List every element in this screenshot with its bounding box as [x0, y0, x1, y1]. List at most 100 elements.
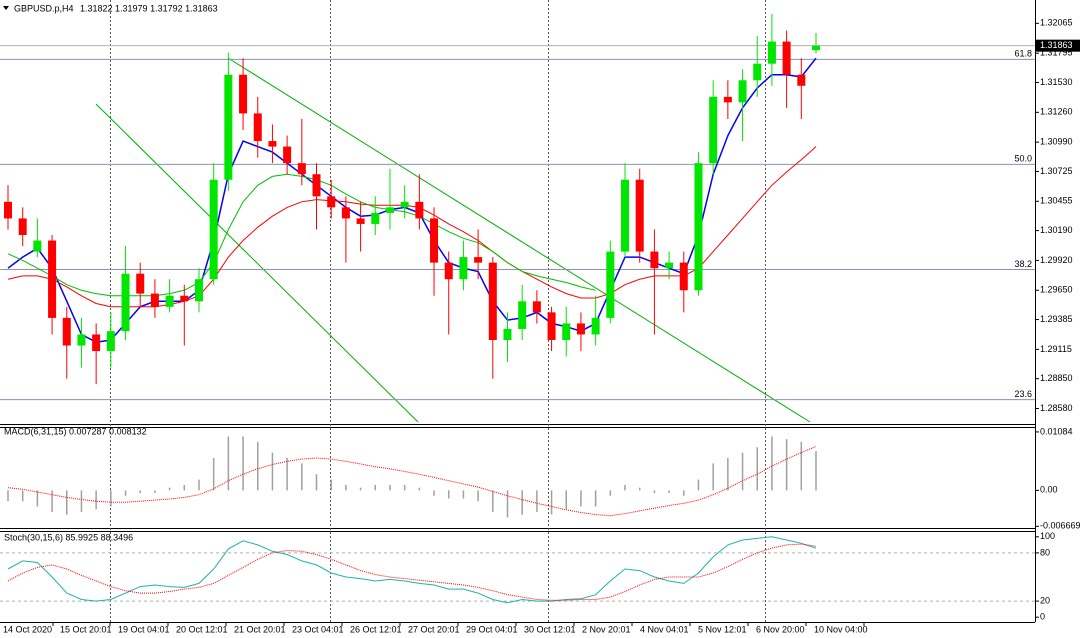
- panel-borders: [0, 0, 1036, 623]
- candle-body: [635, 179, 644, 252]
- candle-body: [606, 251, 615, 318]
- candle-body: [371, 212, 380, 224]
- candle-body: [444, 262, 453, 280]
- candle-body: [33, 240, 42, 252]
- trendline: [227, 57, 811, 423]
- fib-label: 23.6: [1014, 389, 1032, 399]
- candle-body: [532, 301, 541, 313]
- time-label: 14 Oct 2020: [3, 624, 52, 634]
- time-label: 20 Oct 12:01: [176, 624, 228, 634]
- candle-body: [136, 273, 145, 294]
- fib-label: 50.0: [1014, 154, 1032, 164]
- candle-body: [92, 334, 101, 352]
- current-price-label: 1.31863: [1040, 40, 1073, 50]
- candle-body: [150, 293, 159, 307]
- fib-label: 61.8: [1014, 49, 1032, 59]
- price-tick-label: 1.31530: [1040, 77, 1073, 87]
- candle-body: [62, 317, 71, 346]
- stoch-tick-label: 0: [1040, 612, 1045, 622]
- current-price-box: [1036, 39, 1080, 52]
- macd-signal: [7, 446, 817, 517]
- macd-tick-label: -0.006669: [1040, 521, 1080, 531]
- stoch-tick-label: 100: [1040, 531, 1055, 541]
- candle-body: [503, 328, 512, 340]
- time-label: 2 Nov 20:01: [582, 624, 631, 634]
- time-label: 23 Oct 04:01: [292, 624, 344, 634]
- quote: 1.31822 1.31979 1.31792 1.31863: [80, 3, 218, 13]
- price-tick-label: 1.29385: [1040, 314, 1073, 324]
- macd-tick-label: 0.01084: [1040, 426, 1073, 436]
- candle-body: [239, 74, 248, 114]
- candle-body: [4, 201, 12, 219]
- candle-body: [518, 301, 527, 329]
- candle-body: [121, 273, 130, 332]
- trendline: [95, 103, 419, 423]
- price-tick-label: 1.29650: [1040, 285, 1073, 295]
- candle-body: [709, 96, 718, 164]
- candle-body: [665, 262, 674, 269]
- candle-body: [576, 323, 585, 335]
- candle-body: [48, 240, 57, 318]
- candle-body: [209, 179, 218, 280]
- candle-body: [297, 163, 306, 175]
- candle-body: [400, 201, 409, 208]
- candle-body: [474, 257, 483, 263]
- stoch-label: Stoch(30,15,6) 85.9925 88.3496: [4, 532, 133, 542]
- candle-body: [268, 141, 277, 147]
- candle-body: [738, 80, 747, 103]
- price-tick-label: 1.30725: [1040, 166, 1073, 176]
- time-label: 29 Oct 04:01: [466, 624, 518, 634]
- stoch-signal: [7, 543, 817, 601]
- price-tick-label: 1.32065: [1040, 18, 1073, 28]
- macd-tick-label: 0.00: [1040, 485, 1058, 495]
- price-tick-label: 1.31260: [1040, 107, 1073, 117]
- candle-body: [430, 218, 439, 263]
- candle-body: [356, 218, 365, 224]
- time-label: 19 Oct 04:01: [118, 624, 170, 634]
- price-tick-label: 1.28580: [1040, 403, 1073, 413]
- candle-body: [767, 41, 776, 64]
- candle-body: [591, 317, 600, 335]
- time-label: 10 Nov 04:00: [814, 624, 868, 634]
- stoch-main: [7, 536, 817, 604]
- time-label: 15 Oct 20:01: [60, 624, 112, 634]
- candle-body: [488, 262, 497, 340]
- candle-body: [224, 74, 233, 180]
- price-tick-label: 1.30455: [1040, 196, 1073, 206]
- candle-body: [253, 113, 262, 142]
- time-label: 4 Nov 04:01: [640, 624, 689, 634]
- price-tick-label: 1.31795: [1040, 48, 1073, 58]
- candle-body: [283, 146, 292, 164]
- candle-body: [327, 196, 336, 208]
- candle-body: [621, 179, 630, 252]
- menu-arrow[interactable]: [3, 6, 9, 10]
- time-label: 5 Nov 12:01: [698, 624, 747, 634]
- time-label: 27 Oct 20:01: [408, 624, 460, 634]
- price-tick-label: 1.30990: [1040, 137, 1073, 147]
- price-tick-label: 1.30190: [1040, 225, 1073, 235]
- time-label: 6 Nov 20:00: [756, 624, 805, 634]
- time-label: 30 Oct 12:01: [524, 624, 576, 634]
- candle-body: [459, 257, 468, 280]
- candle-body: [812, 45, 820, 51]
- candle-body: [694, 163, 703, 291]
- candle-body: [194, 279, 203, 302]
- price-tick-label: 1.29920: [1040, 255, 1073, 265]
- candle-body: [723, 96, 732, 103]
- candle-body: [341, 207, 350, 219]
- candle-body: [312, 174, 321, 197]
- time-label: 26 Oct 12:01: [350, 624, 402, 634]
- candle-body: [547, 312, 556, 340]
- price-tick-label: 1.29115: [1040, 344, 1072, 354]
- candle-body: [679, 262, 688, 291]
- candle-body: [797, 74, 806, 86]
- macd-label: MACD(6,31,15) 0.007287 0.008132: [4, 426, 147, 436]
- candle-body: [650, 251, 659, 269]
- time-label: 21 Oct 20:01: [234, 624, 286, 634]
- candle-body: [782, 41, 791, 75]
- candle-body: [77, 334, 86, 346]
- stoch-tick-label: 80: [1040, 547, 1050, 557]
- candle-body: [165, 295, 174, 307]
